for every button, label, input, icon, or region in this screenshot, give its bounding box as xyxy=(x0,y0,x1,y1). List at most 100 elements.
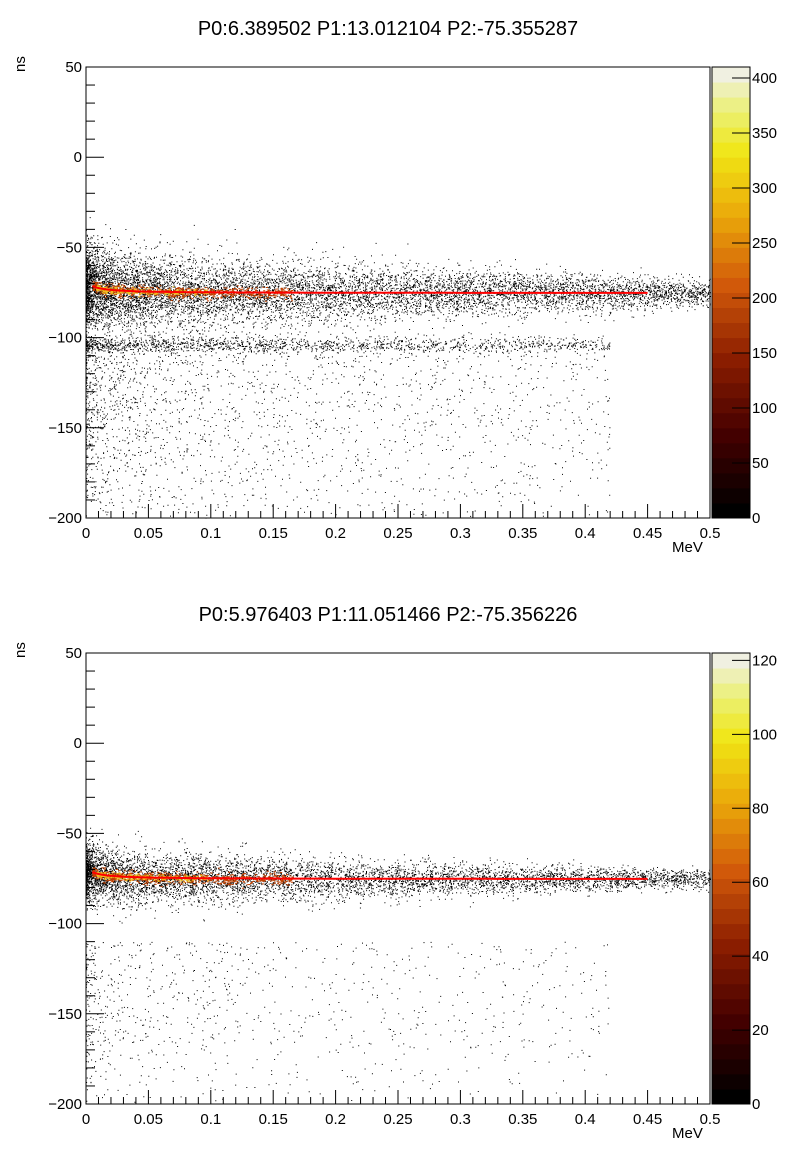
colorbar-tick-label: 300 xyxy=(752,180,777,197)
colorbar-tick-label: 80 xyxy=(752,800,769,817)
colorbar-bin xyxy=(712,412,750,429)
y-tick-label: 0 xyxy=(74,735,82,752)
x-tick-label: 0.45 xyxy=(633,525,662,542)
y-tick-label: −200 xyxy=(48,510,82,527)
colorbar-bin xyxy=(712,1088,750,1105)
colorbar-bin xyxy=(712,382,750,399)
x-tick-label: 0.15 xyxy=(259,1111,288,1128)
x-tick-label: 0.25 xyxy=(383,525,412,542)
chart-panel-1: P0:6.389502 P1:13.012104 P2:-75.355287 n… xyxy=(12,18,777,556)
heatmap-plot: 0 0.05 0.1 0.15 0.2 0.25 0.3 0.35 0.4 0.45 0.5 −200… xyxy=(48,645,777,1128)
colorbar-bin xyxy=(712,82,750,98)
x-tick-label: 0 xyxy=(82,1111,90,1128)
y-tick-label: −50 xyxy=(57,825,82,842)
y-tick-label: 50 xyxy=(65,645,82,662)
colorbar-bin xyxy=(712,1073,750,1090)
colorbar-bin xyxy=(712,442,750,459)
colorbar-bin xyxy=(712,863,750,879)
y-tick-label: −100 xyxy=(48,916,82,933)
colorbar-bin xyxy=(712,277,750,293)
y-tick-label: 0 xyxy=(74,149,82,166)
colorbar-bin xyxy=(712,998,750,1015)
colorbar-bin xyxy=(712,983,750,1000)
colorbar-bin xyxy=(712,337,750,354)
colorbar-tick-label: 100 xyxy=(752,400,777,417)
colorbar-bin xyxy=(712,97,750,113)
x-tick-label: 0.35 xyxy=(508,525,537,542)
colorbar-bin xyxy=(712,953,750,970)
scatter-points xyxy=(86,827,711,1103)
colorbar-tick-label: 200 xyxy=(752,290,777,307)
fit-curve xyxy=(91,285,648,294)
colorbar-bin xyxy=(712,908,750,925)
colorbar-bin xyxy=(712,232,750,248)
colorbar-bin xyxy=(712,788,750,804)
colorbar-bin xyxy=(712,698,750,714)
colorbar-bin xyxy=(712,833,750,849)
x-tick-label: 0.5 xyxy=(700,1111,721,1128)
colorbar-bin xyxy=(712,668,750,684)
x-tick-label: 0.15 xyxy=(259,525,288,542)
colorbar-bin xyxy=(712,1043,750,1060)
colorbar-bin xyxy=(712,397,750,414)
chart-title: P0:6.389502 P1:13.012104 P2:-75.355287 xyxy=(197,18,579,40)
colorbar-bin xyxy=(712,292,750,309)
chart-title: P0:5.976403 P1:11.051466 P2:-75.356226 xyxy=(198,604,578,626)
y-tick-label: −100 xyxy=(48,330,82,347)
colorbar-frame xyxy=(711,652,751,1105)
x-tick-label: 0 xyxy=(82,525,90,542)
colorbar-bin xyxy=(712,743,750,759)
colorbar-bin xyxy=(712,818,750,834)
colorbar-tick-label: 40 xyxy=(752,948,769,965)
colorbar-bin xyxy=(712,728,750,744)
colorbar-bin xyxy=(712,202,750,218)
colorbar-bin xyxy=(712,142,750,158)
colorbar-bin xyxy=(712,217,750,233)
colorbar-bin xyxy=(712,938,750,955)
colorbar-tick-label: 250 xyxy=(752,235,777,252)
colorbar-bin xyxy=(712,1013,750,1030)
colorbar-bin xyxy=(712,127,750,143)
colorbar-bin xyxy=(712,112,750,128)
x-tick-label: 0.1 xyxy=(200,1111,221,1128)
colorbar-bin xyxy=(712,713,750,729)
x-tick-label: 0.1 xyxy=(200,525,221,542)
colorbar-bin xyxy=(712,157,750,173)
colorbar-tick-label: 150 xyxy=(752,345,777,362)
colorbar-tick-label: 120 xyxy=(752,652,777,669)
colorbar-bin xyxy=(712,472,750,489)
colorbar-bin xyxy=(712,487,750,504)
colorbar-bin xyxy=(712,427,750,444)
colorbar-tick-label: 60 xyxy=(752,874,769,891)
colorbar-tick-label: 350 xyxy=(752,125,777,142)
dense-core-peak xyxy=(96,871,210,883)
x-tick-label: 0.45 xyxy=(633,1111,662,1128)
scatter-cloud xyxy=(86,217,711,519)
colorbar-bin xyxy=(712,878,750,895)
scatter-cloud xyxy=(86,827,711,1103)
y-tick-label: 50 xyxy=(65,59,82,76)
chart-panel-2: P0:5.976403 P1:11.051466 P2:-75.356226 n… xyxy=(0,586,796,1172)
x-tick-label: 0.5 xyxy=(700,525,721,542)
colorbar-bin xyxy=(712,848,750,864)
colorbar-bin xyxy=(712,307,750,324)
y-tick-label: −200 xyxy=(48,1096,82,1113)
x-tick-label: 0.25 xyxy=(383,1111,412,1128)
x-tick-label: 0.3 xyxy=(450,525,471,542)
colorbar-bin xyxy=(712,773,750,789)
x-tick-label: 0.05 xyxy=(134,1111,163,1128)
colorbar-bin xyxy=(712,1028,750,1045)
y-tick-label: −150 xyxy=(48,420,82,437)
x-tick-label: 0.2 xyxy=(325,525,346,542)
colorbar-frame xyxy=(711,66,751,519)
x-axis-label: MeV xyxy=(672,1125,703,1142)
colorbar-tick-label: 20 xyxy=(752,1022,769,1039)
colorbar-bin xyxy=(712,803,750,819)
x-tick-label: 0.05 xyxy=(134,525,163,542)
colorbar-bin xyxy=(712,1058,750,1075)
colorbar-bin xyxy=(712,247,750,263)
heatmap-plot: 0 0.05 0.1 0.15 0.2 0.25 0.3 0.35 0.4 0.45 0.5 −200… xyxy=(48,59,777,542)
x-tick-label: 0.3 xyxy=(450,1111,471,1128)
colorbar-bin xyxy=(712,352,750,369)
x-tick-label: 0.35 xyxy=(508,1111,537,1128)
